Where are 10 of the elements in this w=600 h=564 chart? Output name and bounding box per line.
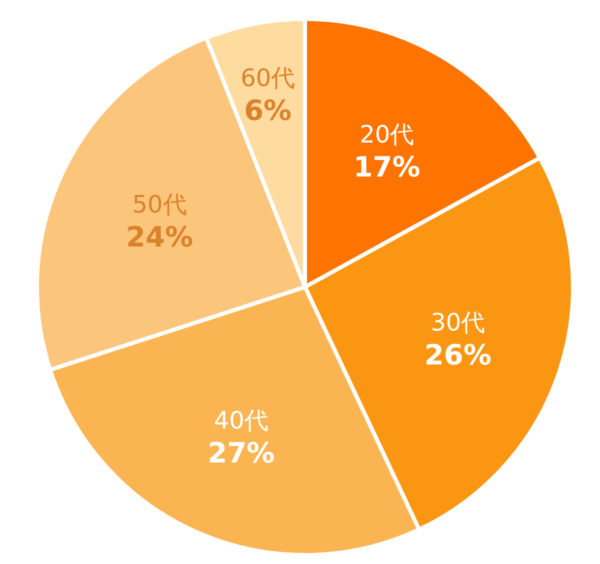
slice-label: 20代 [360,120,414,149]
data-label: 17% [353,150,420,184]
slice-label: 60代 [240,64,296,92]
slice-label: 40代 [214,406,268,435]
slice-label: 50代 [132,190,187,219]
data-label: 26% [424,338,492,372]
data-label: 24% [126,220,194,254]
slice-label: 30代 [430,308,486,337]
data-label: 27% [208,436,275,470]
data-label: 6% [244,94,292,128]
